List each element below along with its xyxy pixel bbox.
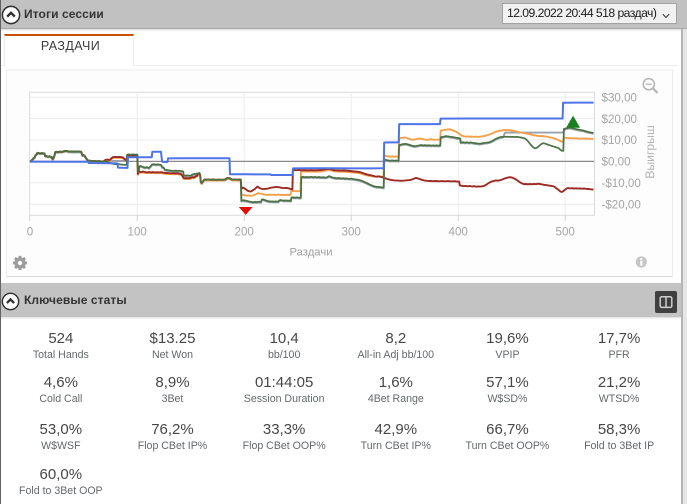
svg-text:200: 200 [235, 225, 254, 238]
svg-text:400: 400 [449, 225, 468, 238]
svg-text:Выигрыш: Выигрыш [643, 125, 657, 178]
svg-text:-$20,00: -$20,00 [602, 198, 641, 211]
svg-text:300: 300 [342, 225, 361, 238]
svg-text:-$10,00: -$10,00 [602, 177, 641, 190]
svg-text:100: 100 [128, 225, 147, 238]
svg-text:0: 0 [27, 225, 33, 238]
svg-text:$30,00: $30,00 [602, 91, 637, 104]
svg-text:Раздачи: Раздачи [289, 246, 332, 258]
svg-text:$20,00: $20,00 [602, 113, 637, 126]
svg-text:$0,00: $0,00 [602, 156, 631, 169]
svg-text:$10,00: $10,00 [602, 134, 637, 147]
svg-text:500: 500 [556, 225, 575, 238]
